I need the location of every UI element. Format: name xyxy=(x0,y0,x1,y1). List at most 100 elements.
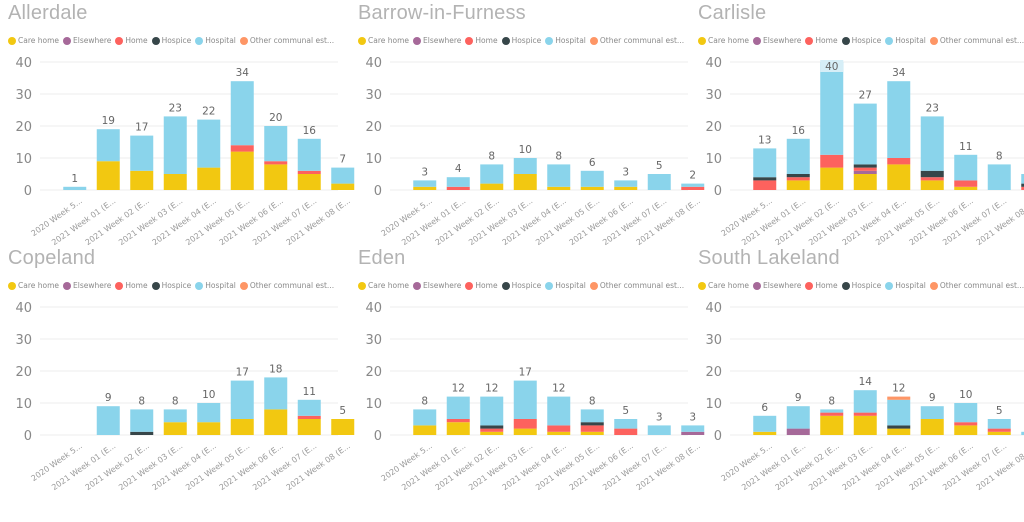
legend-item[interactable]: Hospital xyxy=(885,36,926,45)
chart-panel-allerdale[interactable]: Allerdale Care home Elsewhere Home Hospice Ho… xyxy=(0,0,355,250)
bar-segment-hospice[interactable] xyxy=(1021,183,1024,187)
bar-segment-hospital[interactable] xyxy=(887,81,911,158)
legend-item[interactable]: Care home xyxy=(358,36,409,45)
legend-item[interactable]: Other communal est... xyxy=(929,36,1024,45)
bar-segment-elsewhere[interactable] xyxy=(681,431,705,435)
legend-item[interactable]: Care home xyxy=(698,281,749,290)
bar-segment-home[interactable] xyxy=(853,412,877,416)
legend-item[interactable]: Elsewhere xyxy=(753,281,801,290)
bar-segment-hospital[interactable] xyxy=(887,399,911,426)
bar-segment-care-home[interactable] xyxy=(446,422,470,435)
bar-segment-care-home[interactable] xyxy=(163,422,187,435)
bar-segment-hospital[interactable] xyxy=(230,81,254,146)
bar-segment-elsewhere[interactable] xyxy=(786,428,810,435)
bar-segment-hospital[interactable] xyxy=(987,164,1011,190)
bar-segment-home[interactable] xyxy=(580,425,604,432)
chart-panel-carlisle[interactable]: Carlisle Care home Elsewhere Home Hospice Hos… xyxy=(690,0,1024,250)
bar-segment-home[interactable] xyxy=(446,186,470,190)
bar-segment-hospital[interactable] xyxy=(480,164,504,184)
bar-segment-elsewhere[interactable] xyxy=(853,170,877,174)
bar-segment-hospital[interactable] xyxy=(446,396,470,419)
bar-segment-hospital[interactable] xyxy=(786,406,810,429)
legend-item[interactable]: Care home xyxy=(8,281,59,290)
legend-item[interactable]: Other communal est... xyxy=(239,36,334,45)
bar-segment-care-home[interactable] xyxy=(547,186,571,190)
bar-segment-home[interactable] xyxy=(753,180,777,190)
legend-item[interactable]: Hospital xyxy=(545,281,586,290)
bar-segment-hospital[interactable] xyxy=(681,183,705,187)
bar-segment-care-home[interactable] xyxy=(753,431,777,435)
legend-item[interactable]: Other communal est... xyxy=(929,281,1024,290)
bar-segment-hospital[interactable] xyxy=(547,164,571,187)
bar-segment-hospice[interactable] xyxy=(130,431,154,435)
bar-segment-care-home[interactable] xyxy=(230,151,254,190)
bar-segment-care-home[interactable] xyxy=(297,419,321,435)
bar-segment-hospital[interactable] xyxy=(753,415,777,432)
bar-segment-care-home[interactable] xyxy=(297,174,321,190)
bar-segment-home[interactable] xyxy=(987,428,1011,432)
bar-segment-hospital[interactable] xyxy=(130,409,154,432)
bar-segment-hospital[interactable] xyxy=(547,396,571,426)
bar-segment-hospital[interactable] xyxy=(297,399,321,416)
bar-segment-home[interactable] xyxy=(681,186,705,190)
legend-item[interactable]: Home xyxy=(805,281,838,290)
legend-item[interactable]: Hospice xyxy=(841,36,881,45)
bar-segment-care-home[interactable] xyxy=(331,183,355,190)
legend-item[interactable]: Home xyxy=(805,36,838,45)
legend-item[interactable]: Other communal est... xyxy=(589,281,684,290)
bar-segment-hospital[interactable] xyxy=(580,409,604,423)
bar-segment-hospital[interactable] xyxy=(413,180,437,187)
bar-segment-care-home[interactable] xyxy=(513,428,537,435)
bar-segment-care-home[interactable] xyxy=(820,415,844,435)
bar-segment-hospital[interactable] xyxy=(1021,431,1024,435)
bar-segment-hospital[interactable] xyxy=(197,119,221,168)
bar-segment-hospice[interactable] xyxy=(753,177,777,181)
bar-segment-care-home[interactable] xyxy=(264,409,288,435)
bar-segment-hospital[interactable] xyxy=(297,138,321,171)
legend-item[interactable]: Elsewhere xyxy=(753,36,801,45)
chart-panel-copeland[interactable]: Copeland Care home Elsewhere Home Hospice Hos… xyxy=(0,245,355,495)
bar-segment-home[interactable] xyxy=(480,428,504,432)
bar-segment-hospital[interactable] xyxy=(96,129,120,162)
bar-segment-care-home[interactable] xyxy=(331,419,355,435)
bar-segment-care-home[interactable] xyxy=(413,186,437,190)
bar-segment-care-home[interactable] xyxy=(920,419,944,435)
legend-item[interactable]: Hospice xyxy=(501,36,541,45)
bar-segment-home[interactable] xyxy=(547,425,571,432)
legend-item[interactable]: Hospital xyxy=(885,281,926,290)
bar-segment-care-home[interactable] xyxy=(264,164,288,190)
bar-segment-care-home[interactable] xyxy=(820,167,844,190)
bar-segment-home[interactable] xyxy=(786,177,810,181)
bar-segment-hospital[interactable] xyxy=(163,116,187,174)
legend-item[interactable]: Hospice xyxy=(151,36,191,45)
bar-segment-care-home[interactable] xyxy=(96,161,120,190)
bar-segment-hospital[interactable] xyxy=(264,126,288,162)
legend-item[interactable]: Hospital xyxy=(195,281,236,290)
bar-segment-hospital[interactable] xyxy=(614,180,638,187)
bar-segment-hospital[interactable] xyxy=(853,103,877,165)
bar-segment-care-home[interactable] xyxy=(954,186,978,190)
bar-segment-hospital[interactable] xyxy=(753,148,777,178)
bar-segment-hospital[interactable] xyxy=(197,403,221,423)
legend-item[interactable]: Elsewhere xyxy=(63,281,111,290)
bar-segment-hospice[interactable] xyxy=(887,425,911,429)
bar-segment-care-home[interactable] xyxy=(987,431,1011,435)
bar-segment-hospice[interactable] xyxy=(786,174,810,178)
bar-segment-hospital[interactable] xyxy=(163,409,187,423)
legend-item[interactable]: Elsewhere xyxy=(413,281,461,290)
bar-segment-care-home[interactable] xyxy=(853,174,877,190)
legend-item[interactable]: Other communal est... xyxy=(589,36,684,45)
bar-segment-home[interactable] xyxy=(820,154,844,168)
bar-segment-hospital[interactable] xyxy=(413,409,437,426)
legend-item[interactable]: Hospice xyxy=(151,281,191,290)
chart-panel-south-lakeland[interactable]: South Lakeland Care home Elsewhere Home Hosp… xyxy=(690,245,1024,495)
bar-segment-care-home[interactable] xyxy=(480,431,504,435)
bar-segment-home[interactable] xyxy=(446,419,470,423)
bar-segment-care-home[interactable] xyxy=(197,167,221,190)
legend-item[interactable]: Elsewhere xyxy=(63,36,111,45)
bar-segment-hospital[interactable] xyxy=(130,135,154,171)
bar-segment-hospital[interactable] xyxy=(580,170,604,187)
bar-segment-home[interactable] xyxy=(853,167,877,171)
bar-segment-hospital[interactable] xyxy=(614,419,638,429)
bar-segment-hospital[interactable] xyxy=(681,425,705,432)
